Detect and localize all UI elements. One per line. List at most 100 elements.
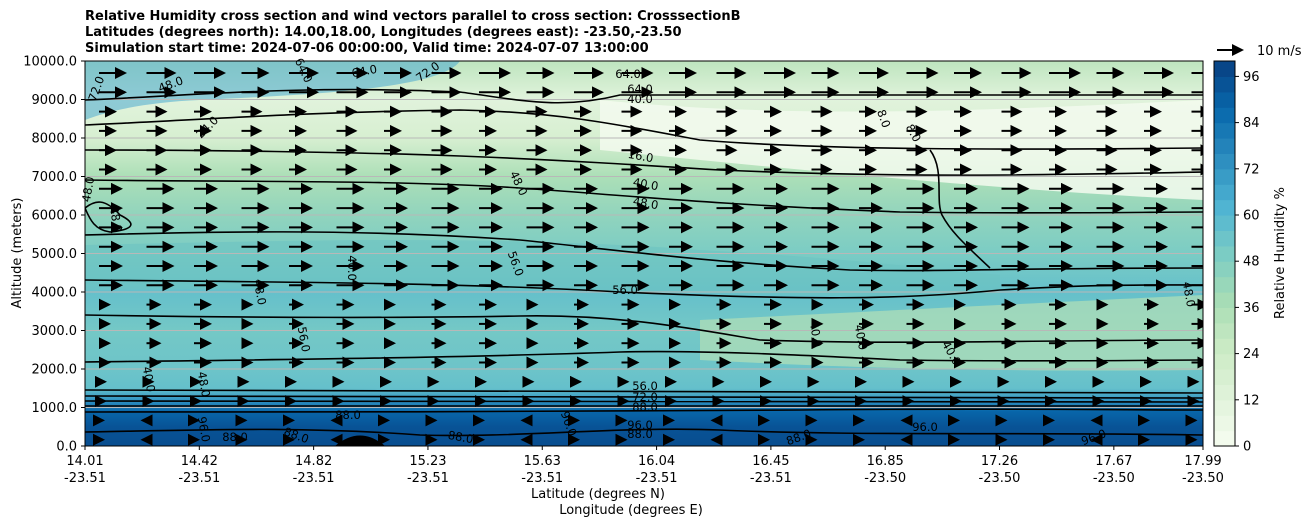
contour-label: 40.0 [345, 255, 359, 281]
contour-label: 40.0 [627, 92, 653, 106]
colorbar-segment [1214, 76, 1235, 93]
y-tick-label: 6000.0 [32, 209, 78, 224]
colorbar-segment [1214, 107, 1235, 124]
x-tick-label-lon: -23.51 [750, 471, 792, 486]
contour-line [85, 400, 1203, 403]
x-tick-label-lon: -23.51 [293, 471, 335, 486]
y-tick-label: 0.0 [56, 440, 77, 455]
colorbar-segment [1214, 91, 1235, 108]
colorbar-segment [1214, 61, 1235, 77]
x-tick-label-lat: 15.63 [524, 454, 561, 469]
contour-line [85, 279, 1203, 299]
colorbar-segment [1214, 153, 1235, 170]
x-tick-label-lat: 14.42 [181, 454, 218, 469]
colorbar: 0 12 24 36 48 60 72 84 96 [1213, 60, 1260, 455]
colorbar-segment [1214, 369, 1235, 385]
contour-label: 88.0 [447, 428, 475, 446]
colorbar-segment [1214, 261, 1235, 278]
colorbar-segment [1214, 184, 1235, 201]
contour-label: 88.0 [627, 427, 653, 441]
colorbar-segment [1214, 430, 1235, 447]
y-tick-label: 10000.0 [23, 55, 77, 70]
contour-label: 96.0 [627, 418, 653, 432]
colorbar-segment [1214, 138, 1235, 154]
contour-label: 96.0 [912, 420, 938, 434]
colorbar-tick-label: 48 [1243, 255, 1260, 270]
y-tick-label: 7000.0 [32, 170, 78, 185]
x-axis-label-lat: Latitude (degrees N) [531, 487, 665, 502]
x-tick-label-lon: -23.50 [979, 471, 1021, 486]
x-tick-label-lon: -23.50 [1182, 471, 1224, 486]
title-line-2: Latitudes (degrees north): 14.00,18.00, … [85, 25, 682, 40]
x-tick-label-lon: -23.51 [64, 471, 106, 486]
plot-area: 64.064.040.072.048.064.064.072.024.016.0… [79, 56, 1204, 448]
y-axis: 0.0 1000.0 2000.0 3000.0 4000.0 5000.0 6000.0 7… [23, 55, 85, 455]
colorbar-frame [1213, 60, 1236, 447]
x-tick-label-lat: 16.04 [638, 454, 675, 469]
colorbar-label: Relative Humidity % [1273, 187, 1288, 319]
contour-label: 48.0 [79, 175, 97, 203]
x-tick-label-lat: 17.67 [1095, 454, 1132, 469]
y-tick-label: 3000.0 [32, 324, 78, 339]
y-tick-label: 2000.0 [32, 363, 78, 378]
contour-label: 8.0 [874, 108, 893, 130]
colorbar-tick-label: 36 [1243, 301, 1260, 316]
y-tick-label: 1000.0 [32, 401, 78, 416]
colorbar-segment [1214, 276, 1235, 293]
vector-key-label: 10 m/s [1257, 44, 1302, 59]
contour-line [85, 179, 1203, 214]
y-tick-label: 8000.0 [32, 132, 78, 147]
colorbar-segment [1214, 384, 1235, 401]
colorbar-segment [1214, 122, 1235, 139]
y-tick-label: 9000.0 [32, 93, 78, 108]
colorbar-segment [1214, 230, 1235, 247]
x-tick-label-lat: 17.99 [1184, 454, 1221, 469]
x-tick-label-lat: 14.82 [295, 454, 332, 469]
colorbar-tick-label: 0 [1243, 440, 1251, 455]
contour-label: 48.0 [1180, 280, 1198, 308]
colorbar-segment [1214, 199, 1235, 216]
vector-key: 10 m/s [1217, 44, 1302, 59]
colorbar-segment [1214, 322, 1235, 339]
y-tick-label: 5000.0 [32, 247, 78, 262]
x-tick-label-lon: -23.51 [636, 471, 678, 486]
contour-line [85, 428, 1203, 437]
colorbar-tick-label: 60 [1243, 209, 1260, 224]
x-tick-label-lat: 16.85 [867, 454, 904, 469]
colorbar-tick-label: 24 [1243, 347, 1260, 362]
colorbar-segment [1214, 215, 1235, 231]
terrain-mound [335, 435, 385, 446]
x-tick-label-lat: 14.01 [66, 454, 103, 469]
colorbar-segment [1214, 292, 1235, 308]
green-band [700, 295, 1203, 371]
x-tick-label-lon: -23.50 [864, 471, 906, 486]
colorbar-tick-label: 96 [1243, 70, 1260, 85]
x-axis-label-lon: Longitude (degrees E) [559, 503, 703, 518]
contour-line [85, 314, 1203, 344]
colorbar-tick-label: 72 [1243, 162, 1260, 177]
wind-vectors [93, 67, 1203, 446]
contour-label: 88.0 [222, 430, 248, 444]
colorbar-segment [1214, 307, 1235, 324]
colorbar-tick-label: 84 [1243, 116, 1260, 131]
colorbar-segment [1214, 353, 1235, 370]
contour-label: 88.0 [632, 400, 658, 414]
x-tick-label-lon: -23.51 [521, 471, 563, 486]
contour-label: 56.0 [612, 283, 638, 297]
colorbar-segment [1214, 338, 1235, 355]
title-line-1: Relative Humidity cross section and wind… [85, 9, 741, 24]
contour-line [85, 408, 1203, 413]
x-tick-label-lat: 16.45 [752, 454, 789, 469]
contour-line [85, 149, 1203, 176]
y-tick-label: 4000.0 [32, 286, 78, 301]
colorbar-segment [1214, 245, 1235, 262]
x-axis: 14.01 -23.51 14.42 -23.51 14.82 -23.51 15.23 -2… [64, 446, 1224, 486]
contour-line [85, 201, 132, 233]
colorbar-tick-label: 12 [1243, 393, 1260, 408]
x-tick-label-lon: -23.51 [407, 471, 449, 486]
contour-label: 88.0 [335, 408, 361, 422]
colorbar-segment [1214, 399, 1235, 416]
contour-label: 56.0 [632, 379, 658, 393]
x-tick-label-lon: -23.51 [178, 471, 220, 486]
